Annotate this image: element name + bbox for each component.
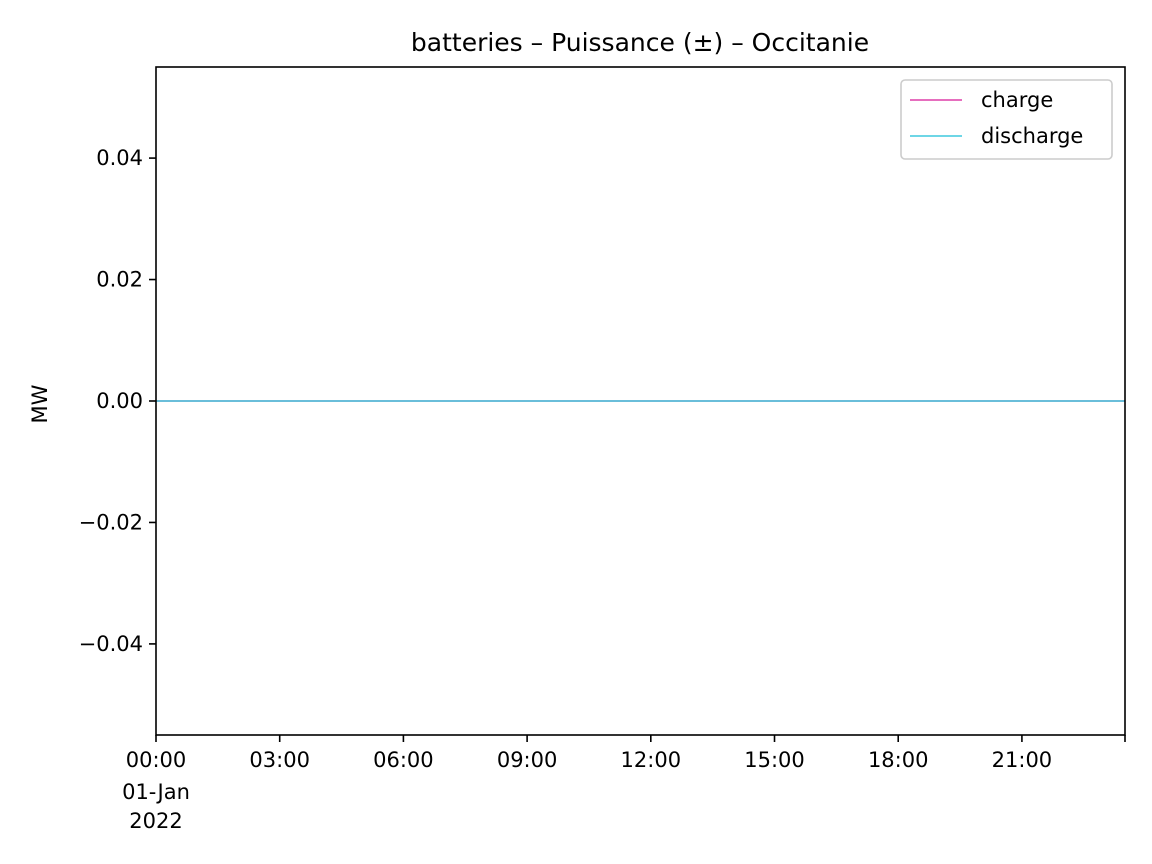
legend-label-discharge: discharge: [981, 124, 1083, 148]
x-tick-label: 18:00: [868, 748, 929, 772]
y-tick-label: 0.04: [96, 146, 143, 170]
x-tick-label: 06:00: [373, 748, 434, 772]
y-axis-ticks: 0.04 0.02 0.00 −0.02 −0.04: [79, 146, 156, 656]
x-tick-sublabel: 01-Jan: [122, 780, 190, 804]
x-tick-label: 15:00: [744, 748, 805, 772]
chart-title: batteries – Puissance (±) – Occitanie: [411, 28, 869, 57]
legend: charge discharge: [900, 79, 1113, 160]
y-tick-label: −0.04: [79, 632, 143, 656]
x-tick-label: 03:00: [249, 748, 310, 772]
y-axis-label: MW: [28, 384, 52, 423]
x-tick-label: 09:00: [497, 748, 558, 772]
plot-frame: [155, 66, 1126, 736]
x-tick-label: 21:00: [992, 748, 1053, 772]
y-tick-label: −0.02: [79, 510, 143, 534]
legend-label-charge: charge: [981, 88, 1053, 112]
x-axis-ticks: 00:00 01-Jan 2022 03:00 06:00 09:00 12:00 15:00…: [122, 735, 1126, 833]
y-tick-label: 0.02: [96, 268, 143, 292]
x-tick-subsublabel: 2022: [129, 809, 182, 833]
y-tick-label: 0.00: [96, 389, 143, 413]
x-tick-label: 00:00: [126, 748, 187, 772]
x-tick-label: 12:00: [621, 748, 682, 772]
